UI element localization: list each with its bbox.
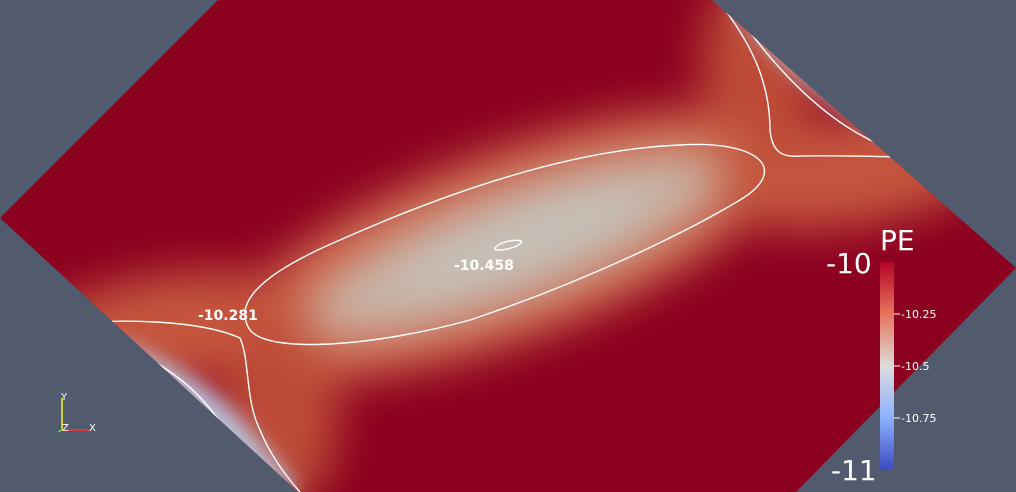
contour-outer-loop [244,143,766,346]
contour-label-inner: -10.458 [454,258,514,274]
axis-y-label: Y [60,392,68,403]
colorbar-max-label: -10 [826,247,872,280]
contour-label-outer: -10.281 [198,308,258,324]
colorbar-ticks [894,313,900,419]
contour-inner-loop [494,239,523,251]
colorbar-tick-label: -10.5 [901,360,929,373]
colorbar-gradient [880,262,894,470]
axis-z-label: Z [62,423,69,434]
contour-left-branch [59,320,301,492]
color-legend: PE -10 -11 -10.25 -10.5 -10.75 [826,224,936,487]
axis-x-label: X [89,423,96,434]
colorbar-min-label: -11 [831,454,877,487]
orientation-axes: Y X Z [57,392,96,434]
colorbar-tick-label: -10.25 [901,308,936,321]
colorbar-title: PE [880,224,915,257]
colorbar-tick-label: -10.75 [901,412,936,425]
